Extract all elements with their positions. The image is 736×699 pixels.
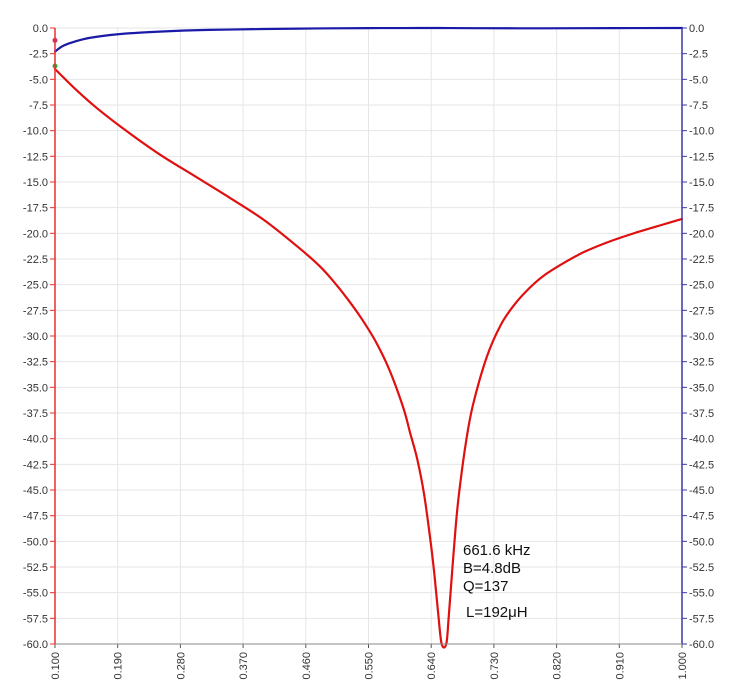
y-right-tick-label: -20.0: [689, 228, 714, 240]
x-tick-label: 0.730: [489, 652, 501, 680]
y-left-tick-label: -7.5: [29, 100, 48, 112]
y-right-tick-label: 0.0: [689, 23, 704, 35]
y-right-tick-label: -50.0: [689, 536, 714, 548]
x-tick-label: 0.460: [301, 652, 313, 680]
y-right-tick-label: -42.5: [689, 459, 714, 471]
y-left-tick-label: -15.0: [23, 177, 48, 189]
y-right-tick-label: -10.0: [689, 126, 714, 138]
y-left-tick-label: -27.5: [23, 305, 48, 317]
annotation-bandwidth: B=4.8dB: [463, 560, 521, 577]
y-left-tick-label: -25.0: [23, 280, 48, 292]
y-left-tick-label: -40.0: [23, 434, 48, 446]
y-right-tick-label: -45.0: [689, 485, 714, 497]
y-right-tick-label: -57.5: [689, 613, 714, 625]
y-left-tick-label: -50.0: [23, 536, 48, 548]
y-right-tick-label: -35.0: [689, 382, 714, 394]
x-tick-label: 0.280: [175, 652, 187, 680]
y-right-tick-label: -15.0: [689, 177, 714, 189]
y-left-tick-label: -35.0: [23, 382, 48, 394]
attenuation-series-line: [53, 67, 684, 649]
y-left-tick-label: 0.0: [33, 23, 48, 35]
y-left-tick-label: -20.0: [23, 228, 48, 240]
x-tick-label: 0.550: [364, 652, 376, 680]
y-left-tick-label: -10.0: [23, 126, 48, 138]
y-left-tick-label: -57.5: [23, 613, 48, 625]
x-tick-label: 0.190: [113, 652, 125, 680]
y-left-tick-label: -30.0: [23, 331, 48, 343]
y-right-tick-label: -47.5: [689, 511, 714, 523]
x-tick-label: 0.910: [614, 652, 626, 680]
x-tick-label: 0.370: [238, 652, 250, 680]
y-right-tick-label: -7.5: [689, 100, 708, 112]
phase-series-line: [53, 26, 684, 53]
x-tick-label: 0.820: [552, 652, 564, 680]
annotation-frequency: 661.6 kHz: [463, 542, 531, 559]
y-left-tick-label: -55.0: [23, 588, 48, 600]
y-right-tick-label: -60.0: [689, 639, 714, 651]
y-right-tick-label: -27.5: [689, 305, 714, 317]
y-right-tick-label: -55.0: [689, 588, 714, 600]
x-tick-label: 1.000: [677, 652, 689, 680]
y-left-tick-label: -37.5: [23, 408, 48, 420]
y-right-tick-label: -12.5: [689, 151, 714, 163]
y-left-tick-label: -12.5: [23, 151, 48, 163]
y-right-tick-label: -30.0: [689, 331, 714, 343]
annotation-inductance: L=192μH: [466, 604, 528, 621]
y-left-tick-label: -5.0: [29, 74, 48, 86]
y-right-tick-label: -5.0: [689, 74, 708, 86]
y-left-tick-label: -17.5: [23, 203, 48, 215]
y-left-tick-label: -22.5: [23, 254, 48, 266]
y-right-tick-label: -37.5: [689, 408, 714, 420]
x-tick-label: 0.100: [50, 652, 62, 680]
y-right-tick-label: -32.5: [689, 357, 714, 369]
y-left-tick-label: -32.5: [23, 357, 48, 369]
y-right-tick-label: -17.5: [689, 203, 714, 215]
y-left-tick-label: -45.0: [23, 485, 48, 497]
x-tick-label: 0.640: [426, 652, 438, 680]
y-left-tick-label: -2.5: [29, 49, 48, 61]
y-right-tick-label: -2.5: [689, 49, 708, 61]
y-left-tick-label: -60.0: [23, 639, 48, 651]
y-left-tick-label: -47.5: [23, 511, 48, 523]
y-left-tick-label: -52.5: [23, 562, 48, 574]
y-right-tick-label: -22.5: [689, 254, 714, 266]
y-left-tick-label: -42.5: [23, 459, 48, 471]
axes: 0.100 0.190 0.280 0.370 0.460 0.550 0.640 0.730…: [23, 23, 714, 680]
annotation-q: Q=137: [463, 578, 508, 595]
y-right-tick-label: -25.0: [689, 280, 714, 292]
y-right-tick-label: -52.5: [689, 562, 714, 574]
y-right-tick-label: -40.0: [689, 434, 714, 446]
resonance-annotation: 661.6 kHz B=4.8dB Q=137 L=192μH: [463, 542, 531, 621]
